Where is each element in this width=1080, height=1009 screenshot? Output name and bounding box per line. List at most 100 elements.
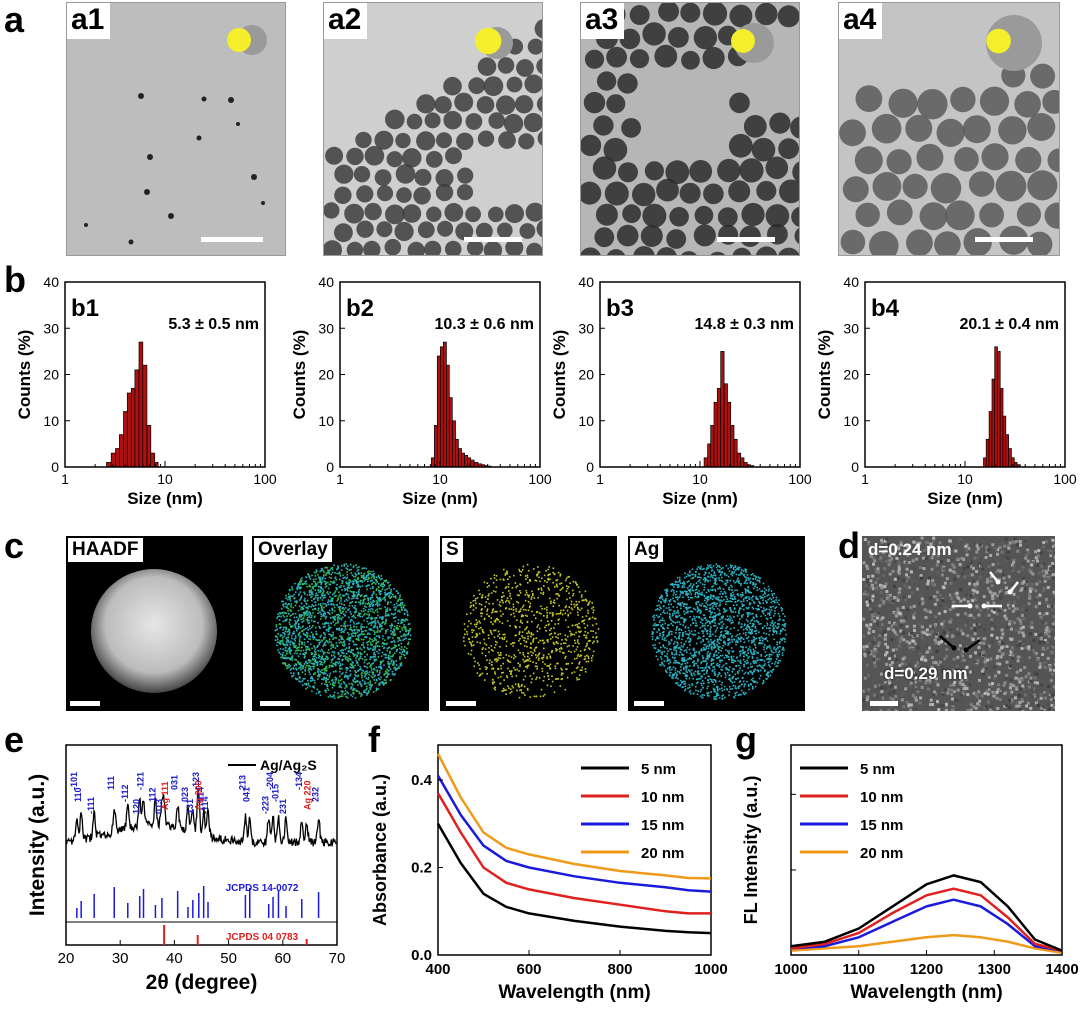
eds-dot: [500, 664, 502, 667]
eds-dot: [677, 586, 679, 588]
tem-particle: [385, 109, 405, 130]
eds-dot: [336, 583, 338, 586]
eds-dot: [727, 656, 730, 658]
eds-dot: [553, 599, 556, 602]
eds-dot: [375, 593, 377, 596]
eds-dot: [743, 651, 745, 654]
eds-dot: [690, 673, 693, 676]
eds-dot: [688, 629, 690, 632]
core-shell-icon: [986, 15, 1042, 71]
eds-dot: [338, 586, 341, 588]
tem-particle: [618, 162, 638, 183]
eds-dot: [367, 610, 369, 613]
eds-dot: [375, 690, 377, 692]
eds-dot: [362, 630, 364, 633]
eds-dot: [478, 675, 481, 677]
eds-dot: [534, 579, 537, 582]
eds-dot: [351, 595, 354, 597]
eds-dot: [742, 649, 744, 652]
eds-dot: [339, 695, 342, 698]
eds-dot: [486, 673, 488, 675]
eds-dot: [397, 640, 399, 643]
eds-dot: [368, 572, 370, 575]
eds-dot: [349, 663, 352, 665]
eds-dot: [297, 661, 300, 664]
eds-dot: [352, 635, 354, 637]
eds-dot: [712, 605, 714, 607]
eds-dot: [560, 674, 563, 676]
eds-dot: [348, 608, 350, 610]
eds-dot: [328, 587, 330, 590]
eds-dot: [745, 568, 747, 571]
eds-dot: [322, 591, 325, 593]
eds-dot: [658, 629, 660, 632]
eds-dot: [554, 623, 557, 625]
eds-dot: [536, 630, 539, 633]
eds-dot: [523, 639, 525, 642]
eds-dot: [279, 653, 282, 655]
eds-dot: [332, 681, 334, 684]
eds-dot: [338, 627, 341, 629]
eds-dot: [353, 607, 355, 609]
eds-dot: [753, 602, 756, 604]
eds-dot: [774, 607, 776, 609]
eds-dot: [355, 671, 358, 673]
eds-dot: [739, 653, 742, 655]
eds-dot: [586, 642, 588, 645]
eds-dot: [494, 640, 497, 643]
eds-dot: [496, 641, 498, 644]
eds-dot: [384, 606, 386, 608]
eds-dot: [392, 663, 395, 665]
eds-dot: [362, 577, 365, 580]
eds-dot: [721, 697, 724, 700]
eds-dot: [557, 637, 559, 639]
eds-dot: [712, 662, 715, 664]
hist-bar: [434, 425, 438, 468]
eds-dot: [475, 607, 477, 609]
eds-dot: [592, 630, 594, 632]
eds-dot: [324, 581, 327, 583]
eds-dot: [293, 665, 296, 667]
eds-dot: [708, 645, 711, 647]
eds-dot: [300, 586, 302, 589]
eds-dot: [305, 651, 307, 654]
eds-dot: [527, 664, 530, 667]
eds-dot: [385, 620, 387, 623]
eds-dot: [731, 670, 734, 673]
eds-dot: [325, 691, 327, 693]
eds-dot: [280, 612, 283, 614]
eds-dot: [542, 661, 544, 663]
eds-dot: [697, 632, 700, 634]
panel-letter-f: f: [368, 719, 380, 760]
eds-dot: [304, 600, 307, 602]
eds-dot: [552, 605, 555, 608]
eds-dot: [685, 649, 687, 651]
eds-dot: [344, 576, 346, 579]
eds-dot: [394, 666, 396, 669]
eds-dot: [595, 637, 597, 639]
eds-dot: [309, 594, 312, 596]
eds-dot: [393, 616, 396, 619]
eds-dot: [696, 693, 699, 695]
eds-dot: [592, 624, 594, 627]
eds-dot: [327, 696, 330, 698]
eds-dot: [774, 601, 776, 604]
eds-dot: [680, 645, 683, 647]
eds-dot: [715, 696, 717, 698]
eds-dot: [306, 627, 309, 629]
eds-dot: [591, 659, 593, 662]
eds-dot: [282, 628, 284, 631]
eds-dot: [681, 638, 683, 641]
eds-dot: [569, 597, 571, 599]
eds-dot: [325, 585, 328, 587]
eds-dot: [361, 694, 363, 696]
eds-dot: [585, 615, 588, 617]
eds-dot: [308, 615, 310, 617]
eds-dot: [759, 577, 762, 579]
eds-dot: [475, 635, 478, 638]
eds-dot: [709, 564, 712, 566]
eds-dot: [374, 647, 377, 649]
tem-image-a3: a3: [580, 2, 800, 256]
eds-dot: [330, 577, 333, 579]
tem-particle: [596, 71, 617, 91]
